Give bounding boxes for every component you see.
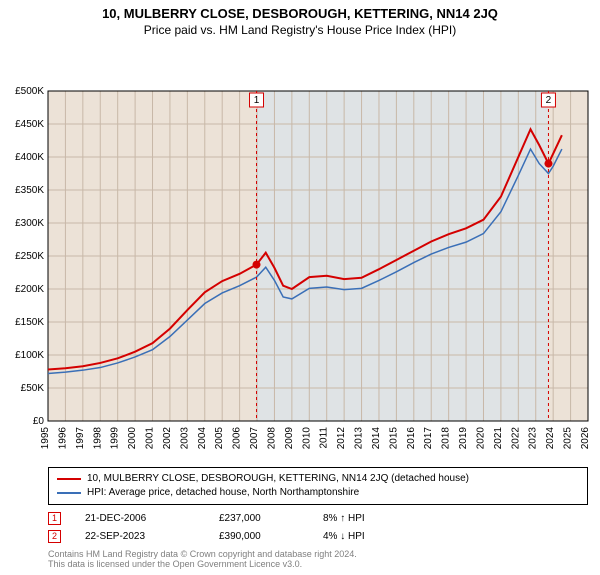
svg-text:£100K: £100K bbox=[15, 350, 44, 361]
svg-text:£250K: £250K bbox=[15, 251, 44, 262]
chart-container: 10, MULBERRY CLOSE, DESBOROUGH, KETTERIN… bbox=[0, 6, 600, 569]
svg-text:2010: 2010 bbox=[301, 427, 312, 450]
svg-text:2025: 2025 bbox=[563, 427, 574, 450]
svg-text:2009: 2009 bbox=[284, 427, 295, 450]
svg-text:2019: 2019 bbox=[458, 427, 469, 450]
svg-text:2008: 2008 bbox=[266, 427, 277, 450]
marker-box: 2 bbox=[48, 530, 61, 543]
chart-svg: £0 £50K £100K £150K £200K £250K £300K £350K £400… bbox=[0, 41, 600, 461]
points-row: 1 21-DEC-2006 £237,000 8% ↑ HPI bbox=[48, 509, 588, 527]
point-price: £237,000 bbox=[219, 513, 299, 524]
svg-text:2014: 2014 bbox=[371, 427, 382, 450]
marker-box: 1 bbox=[48, 512, 61, 525]
svg-text:2012: 2012 bbox=[336, 427, 347, 450]
svg-text:£450K: £450K bbox=[15, 119, 44, 130]
svg-text:2015: 2015 bbox=[388, 427, 399, 450]
svg-text:1995: 1995 bbox=[40, 427, 51, 450]
svg-text:1999: 1999 bbox=[110, 427, 121, 450]
svg-text:1998: 1998 bbox=[92, 427, 103, 450]
chart-area: £0 £50K £100K £150K £200K £250K £300K £350K £400… bbox=[0, 41, 600, 461]
svg-text:2004: 2004 bbox=[197, 427, 208, 450]
legend-row: HPI: Average price, detached house, Nort… bbox=[57, 486, 579, 500]
svg-text:£150K: £150K bbox=[15, 317, 44, 328]
footer-line-1: Contains HM Land Registry data © Crown c… bbox=[48, 549, 588, 559]
point-date: 22-SEP-2023 bbox=[85, 531, 195, 542]
svg-text:2017: 2017 bbox=[423, 427, 434, 450]
svg-text:2026: 2026 bbox=[580, 427, 591, 450]
svg-text:2016: 2016 bbox=[406, 427, 417, 450]
chart-subtitle: Price paid vs. HM Land Registry's House … bbox=[0, 23, 600, 37]
chart-title: 10, MULBERRY CLOSE, DESBOROUGH, KETTERIN… bbox=[0, 6, 600, 21]
svg-text:1: 1 bbox=[254, 95, 260, 106]
legend-swatch bbox=[57, 478, 81, 480]
legend-swatch bbox=[57, 492, 81, 494]
legend: 10, MULBERRY CLOSE, DESBOROUGH, KETTERIN… bbox=[48, 467, 588, 505]
svg-text:2024: 2024 bbox=[545, 427, 556, 450]
svg-text:2002: 2002 bbox=[162, 427, 173, 450]
svg-text:£300K: £300K bbox=[15, 218, 44, 229]
svg-text:2018: 2018 bbox=[441, 427, 452, 450]
svg-text:2023: 2023 bbox=[528, 427, 539, 450]
legend-label: HPI: Average price, detached house, Nort… bbox=[87, 486, 359, 500]
svg-text:1996: 1996 bbox=[57, 427, 68, 450]
point-price: £390,000 bbox=[219, 531, 299, 542]
svg-text:£500K: £500K bbox=[15, 86, 44, 97]
legend-label: 10, MULBERRY CLOSE, DESBOROUGH, KETTERIN… bbox=[87, 472, 469, 486]
svg-text:2003: 2003 bbox=[179, 427, 190, 450]
svg-text:£0: £0 bbox=[33, 416, 45, 427]
svg-text:2000: 2000 bbox=[127, 427, 138, 450]
svg-text:2022: 2022 bbox=[510, 427, 521, 450]
svg-text:£200K: £200K bbox=[15, 284, 44, 295]
svg-text:2011: 2011 bbox=[319, 427, 330, 449]
svg-text:1997: 1997 bbox=[75, 427, 86, 450]
points-row: 2 22-SEP-2023 £390,000 4% ↓ HPI bbox=[48, 527, 588, 545]
svg-text:2: 2 bbox=[546, 95, 552, 106]
points-table: 1 21-DEC-2006 £237,000 8% ↑ HPI 2 22-SEP-2023… bbox=[48, 509, 588, 545]
point-date: 21-DEC-2006 bbox=[85, 513, 195, 524]
svg-text:2020: 2020 bbox=[475, 427, 486, 450]
svg-text:2007: 2007 bbox=[249, 427, 260, 450]
svg-text:2005: 2005 bbox=[214, 427, 225, 450]
legend-row: 10, MULBERRY CLOSE, DESBOROUGH, KETTERIN… bbox=[57, 472, 579, 486]
svg-text:£50K: £50K bbox=[21, 383, 45, 394]
svg-text:£400K: £400K bbox=[15, 152, 44, 163]
footer-line-2: This data is licensed under the Open Gov… bbox=[48, 559, 588, 569]
footer: Contains HM Land Registry data © Crown c… bbox=[48, 549, 588, 569]
svg-text:2021: 2021 bbox=[493, 427, 504, 450]
svg-text:2006: 2006 bbox=[232, 427, 243, 450]
svg-text:2001: 2001 bbox=[145, 427, 156, 450]
point-note: 4% ↓ HPI bbox=[323, 531, 365, 542]
svg-text:2013: 2013 bbox=[354, 427, 365, 450]
svg-text:£350K: £350K bbox=[15, 185, 44, 196]
point-note: 8% ↑ HPI bbox=[323, 513, 365, 524]
